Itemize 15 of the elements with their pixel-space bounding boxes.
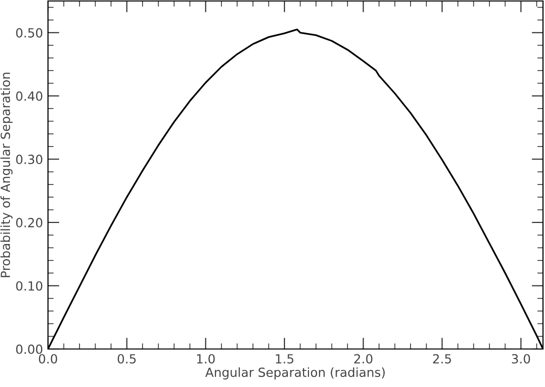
y-tick-label: 0.30 <box>16 154 42 164</box>
x-tick-label: 3.0 <box>512 354 530 364</box>
x-tick-label: 0.0 <box>38 354 58 364</box>
y-tick-label: 0.20 <box>16 218 42 228</box>
x-axis-title: Angular Separation (radians) <box>205 367 385 380</box>
y-tick-label: 0.50 <box>16 28 42 38</box>
y-axis-title: Probability of Angular Separation <box>0 72 13 278</box>
x-tick-label: 0.5 <box>118 354 136 364</box>
y-tick-label: 0.10 <box>16 281 42 291</box>
y-tick-label: 0.00 <box>16 344 42 354</box>
x-tick-label: 2.0 <box>354 354 372 364</box>
x-tick-label: 1.5 <box>276 354 294 364</box>
x-tick-label: 2.5 <box>433 354 451 364</box>
x-tick-label: 1.0 <box>197 354 215 364</box>
y-tick-label: 0.40 <box>16 91 42 101</box>
